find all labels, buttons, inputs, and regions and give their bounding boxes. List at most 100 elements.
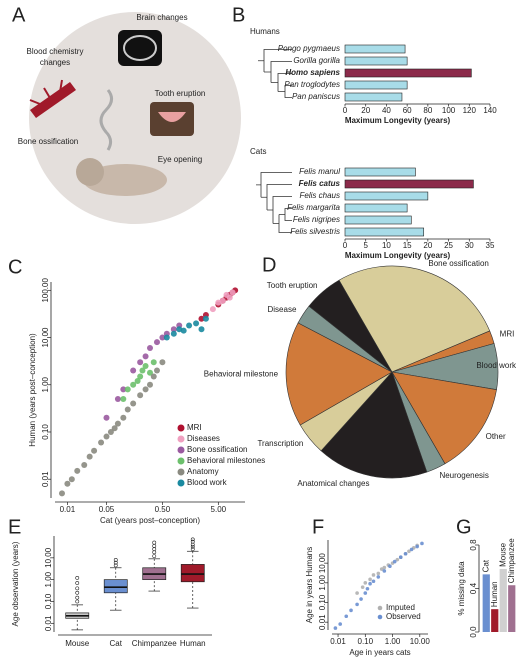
point	[170, 330, 177, 337]
point	[344, 614, 349, 619]
outlier	[152, 550, 157, 555]
legend-label: Bone ossification	[187, 445, 247, 454]
point	[120, 395, 127, 402]
tree-humans	[258, 49, 292, 98]
category-label: Felis manul	[299, 167, 340, 176]
outlier	[113, 560, 118, 565]
x-tick-label: 80	[423, 106, 432, 115]
legend-label: Blood work	[187, 478, 228, 487]
point	[420, 541, 424, 546]
skeleton-image	[99, 89, 113, 151]
category-label: Felis catus	[299, 179, 341, 188]
category-label: Cat	[481, 559, 490, 572]
legend-marker	[177, 435, 185, 443]
point	[147, 345, 153, 352]
label: Tooth eruption	[155, 89, 206, 98]
point	[209, 306, 216, 313]
pie-slice	[308, 279, 393, 373]
outlier	[75, 595, 80, 600]
vessel-branches	[29, 79, 63, 105]
point	[407, 549, 411, 554]
x-tick-label: 0.05	[99, 505, 115, 514]
legend-label: MRI	[187, 423, 202, 432]
y-tick-label: 0.4	[469, 582, 478, 594]
bar	[344, 227, 425, 237]
legend-label: Behavioral milestones	[187, 456, 265, 465]
point	[134, 378, 141, 385]
point	[111, 425, 118, 432]
point	[382, 569, 387, 573]
outlier	[75, 586, 80, 591]
x-tick-label: 0	[343, 106, 348, 115]
point	[142, 362, 149, 369]
tree-cats	[256, 172, 292, 233]
outlier	[152, 547, 157, 552]
legend-marker	[177, 424, 185, 432]
point	[147, 381, 153, 388]
legend-label: Observed	[386, 612, 421, 621]
x-tick-label: 0.01	[330, 637, 346, 646]
y-tick-label: 10.00	[318, 553, 327, 574]
y-tick-label: 1.00	[44, 571, 53, 587]
y-tick-label: 0.8	[469, 539, 478, 551]
outlier	[152, 540, 157, 545]
phylogeny-tree	[256, 49, 292, 233]
category-label: Chimpanzee	[507, 538, 516, 583]
pie-slice	[320, 371, 428, 479]
panel-letter: G	[456, 516, 472, 538]
y-tick-label: 0.01	[44, 615, 53, 631]
panel-letter: B	[232, 4, 245, 26]
point	[371, 579, 376, 584]
x-tick-label: 40	[382, 106, 391, 115]
x-axis-label: Cat (years post–conception)	[100, 516, 200, 525]
bar	[499, 568, 507, 632]
point	[355, 602, 359, 607]
panel-letter: F	[312, 516, 324, 538]
point	[137, 392, 144, 399]
pie-slice	[285, 322, 393, 426]
point	[229, 289, 236, 296]
point	[114, 395, 121, 402]
y-axis-label: Age in years Humans	[305, 547, 314, 623]
point	[124, 386, 131, 393]
point	[86, 453, 93, 460]
pie-slice	[391, 371, 497, 465]
box	[103, 579, 128, 594]
point	[368, 581, 372, 586]
x-tick-label: 1.00	[385, 637, 401, 646]
y-axis-label: % missing data	[457, 561, 466, 616]
chart-title: Cats	[250, 147, 266, 156]
point	[68, 476, 75, 483]
x-tick-label: 35	[486, 241, 495, 250]
kitten-head	[76, 158, 104, 186]
outlier	[152, 544, 157, 548]
point	[130, 381, 137, 388]
x-tick-label: 25	[444, 241, 453, 250]
point	[159, 359, 166, 366]
x-tick-label: 20	[423, 241, 432, 250]
point	[139, 367, 146, 374]
point	[363, 591, 368, 595]
category-label: Pongo pygmaeus	[278, 44, 340, 53]
slice-label: Blood work	[476, 361, 517, 370]
point	[198, 315, 205, 322]
legend-marker	[177, 457, 185, 465]
point	[120, 386, 127, 393]
x-tick-label: 140	[483, 106, 497, 115]
category-label: Pan troglodytes	[284, 80, 340, 89]
panel-letter: E	[8, 516, 21, 538]
point	[226, 294, 233, 301]
panel-letter: A	[12, 4, 26, 26]
point	[130, 400, 137, 407]
slice-label: Tooth eruption	[267, 281, 318, 290]
y-tick-label: 10.00	[44, 547, 53, 568]
point	[219, 297, 226, 304]
y-tick-label: 100.00	[41, 278, 50, 303]
bar	[344, 179, 474, 189]
point	[163, 334, 170, 341]
slice-label: Bone ossification	[428, 259, 488, 268]
point	[180, 327, 187, 334]
category-label: Human	[490, 581, 499, 607]
point	[388, 564, 392, 568]
label: Eye opening	[158, 155, 202, 164]
